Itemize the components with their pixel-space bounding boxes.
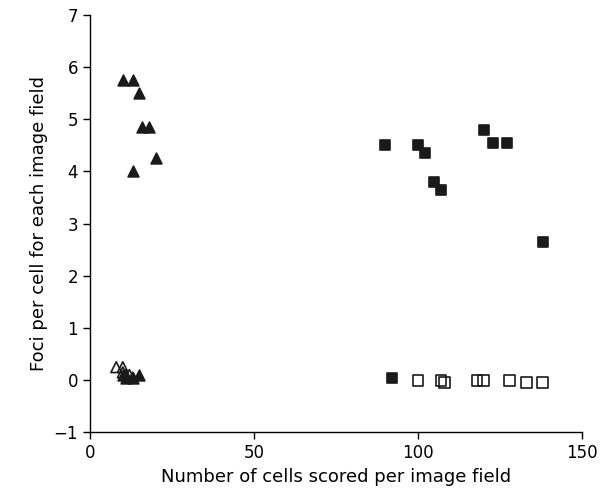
Point — [121, 371, 131, 379]
Point — [413, 142, 423, 150]
Point — [128, 76, 137, 84]
Point — [134, 371, 144, 379]
Point — [472, 376, 482, 384]
Point — [439, 379, 449, 387]
Point — [436, 186, 446, 194]
Point — [521, 379, 531, 387]
Point — [137, 123, 147, 131]
Point — [118, 76, 128, 84]
Point — [420, 149, 430, 157]
Point — [436, 376, 446, 384]
Point — [430, 178, 439, 186]
Point — [538, 238, 547, 246]
Point — [502, 139, 511, 147]
Point — [128, 374, 137, 382]
Point — [413, 376, 423, 384]
Point — [387, 374, 397, 382]
Point — [125, 371, 134, 379]
Point — [505, 376, 515, 384]
Point — [128, 374, 137, 382]
Point — [479, 376, 488, 384]
Point — [380, 142, 390, 150]
Point — [121, 374, 131, 382]
Point — [118, 363, 128, 371]
Point — [128, 167, 137, 175]
Y-axis label: Foci per cell for each image field: Foci per cell for each image field — [30, 76, 48, 371]
Point — [144, 123, 154, 131]
Point — [118, 368, 128, 376]
Point — [134, 89, 144, 97]
Point — [479, 126, 488, 134]
Point — [118, 371, 128, 379]
Point — [538, 379, 547, 387]
Point — [488, 139, 498, 147]
Point — [151, 155, 160, 163]
X-axis label: Number of cells scored per image field: Number of cells scored per image field — [161, 468, 511, 486]
Point — [112, 363, 121, 371]
